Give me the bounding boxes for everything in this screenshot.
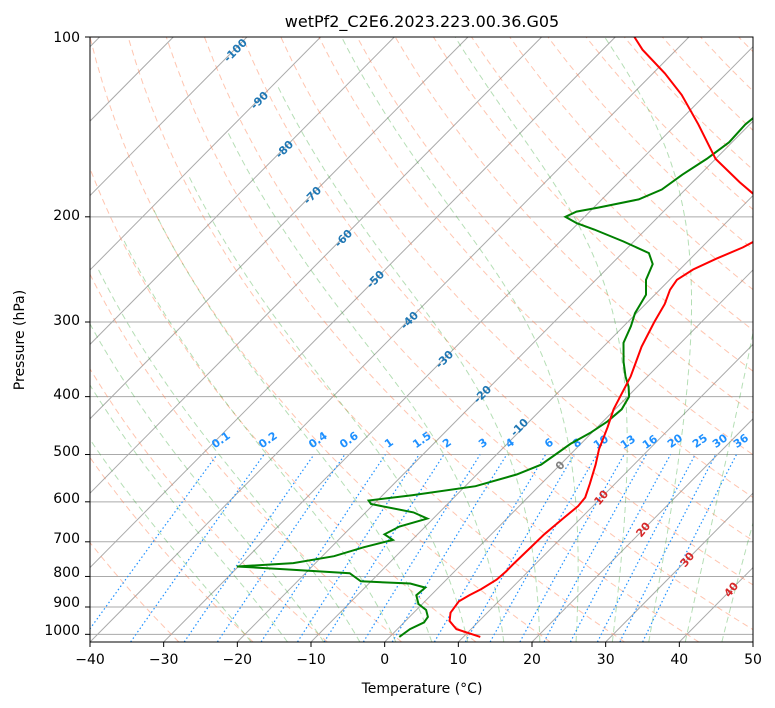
isotherm xyxy=(457,343,753,642)
dry-adiabat xyxy=(90,37,551,642)
x-tick-label: 20 xyxy=(523,652,541,668)
x-tick-label: −20 xyxy=(223,652,253,668)
dry-adiabat xyxy=(90,166,477,642)
y-tick-label: 300 xyxy=(53,313,80,329)
moist-adiabat xyxy=(90,438,252,642)
moist-adiabat xyxy=(90,384,288,642)
mixing-ratio-line xyxy=(183,454,315,642)
moist-adiabat xyxy=(152,208,433,642)
isotherm xyxy=(90,37,248,197)
x-tick-label: −10 xyxy=(296,652,326,668)
moist-adiabat xyxy=(276,84,541,642)
x-tick-label: 50 xyxy=(744,652,762,668)
y-tick-label: 100 xyxy=(53,30,80,46)
x-tick-label: 40 xyxy=(670,652,688,668)
x-axis-label: Temperature (°C) xyxy=(361,681,483,697)
moist-adiabat xyxy=(721,521,753,642)
y-tick-label: 400 xyxy=(53,387,80,403)
dry-adiabat xyxy=(90,456,254,642)
x-tick-label: 0 xyxy=(380,652,389,668)
dry-adiabat xyxy=(203,37,753,631)
dry-adiabat xyxy=(471,37,753,331)
isotherm xyxy=(384,269,753,642)
moist-adiabat xyxy=(604,37,692,642)
isotherm xyxy=(90,37,616,569)
mixing-ratio-line xyxy=(543,454,647,642)
y-axis-label: Pressure (hPa) xyxy=(12,290,28,390)
moist-adiabat xyxy=(122,238,397,642)
y-tick-label: 800 xyxy=(53,565,80,581)
moist-adiabat xyxy=(96,266,361,642)
isotherm-lines xyxy=(90,37,753,642)
mixing-ratio-line xyxy=(464,454,575,642)
isotherm xyxy=(90,37,395,346)
x-tick-label: 30 xyxy=(597,652,615,668)
dry-adiabat xyxy=(394,37,753,414)
dry-adiabat xyxy=(356,37,753,456)
mixing-ratio-line xyxy=(323,454,445,642)
dewpoint-line xyxy=(236,116,753,638)
mixing-ratio-line xyxy=(90,454,218,630)
moist-adiabat xyxy=(227,131,505,642)
dry-adiabat xyxy=(280,37,753,542)
y-tick-label: 500 xyxy=(53,444,80,460)
moist-adiabat xyxy=(684,329,753,642)
dry-adiabat xyxy=(165,37,700,642)
dry-adiabat xyxy=(432,37,753,372)
dry-adiabat xyxy=(90,367,328,642)
x-tick-marks xyxy=(89,642,754,647)
y-tick-marks xyxy=(85,36,90,635)
y-tick-label: 900 xyxy=(53,595,80,611)
x-tick-label: −30 xyxy=(149,652,179,668)
y-tick-label: 1000 xyxy=(44,623,80,639)
mixing-ratio-line xyxy=(433,454,547,642)
mixing-ratio-line xyxy=(569,454,672,642)
isotherm xyxy=(310,194,753,642)
moist-adiabat xyxy=(341,37,579,642)
y-tick-label: 600 xyxy=(53,491,80,507)
dry-adiabat xyxy=(242,37,753,586)
mixing-ratio-line xyxy=(260,454,386,642)
isotherm xyxy=(236,120,753,642)
temperature-line xyxy=(448,37,753,638)
x-axis: −40 −30 −20 −10 0 10 20 30 40 50 xyxy=(75,652,762,668)
isotherm xyxy=(605,492,753,642)
mixing-ratio-line xyxy=(130,454,265,642)
isotherm xyxy=(90,37,321,271)
plot-frame xyxy=(89,36,754,643)
moist-adiabat xyxy=(90,323,325,642)
dry-adiabat xyxy=(90,273,403,642)
y-axis: 100 200 300 400 500 600 700 800 900 1000 xyxy=(44,30,80,639)
isotherm xyxy=(163,46,753,642)
y-tick-label: 200 xyxy=(53,208,80,224)
isotherm xyxy=(531,418,753,642)
isotherm xyxy=(90,37,469,420)
x-tick-label: 10 xyxy=(449,652,467,668)
x-tick-label: −40 xyxy=(75,652,105,668)
dry-adiabat xyxy=(318,37,753,499)
mixing-ratio-line xyxy=(489,454,598,642)
isotherm xyxy=(90,37,542,494)
y-tick-label: 700 xyxy=(53,531,80,547)
moist-adiabat xyxy=(454,37,628,642)
chart-title: wetPf2_C2E6.2023.223.00.36.G05 xyxy=(285,12,559,32)
isotherm xyxy=(90,37,690,642)
